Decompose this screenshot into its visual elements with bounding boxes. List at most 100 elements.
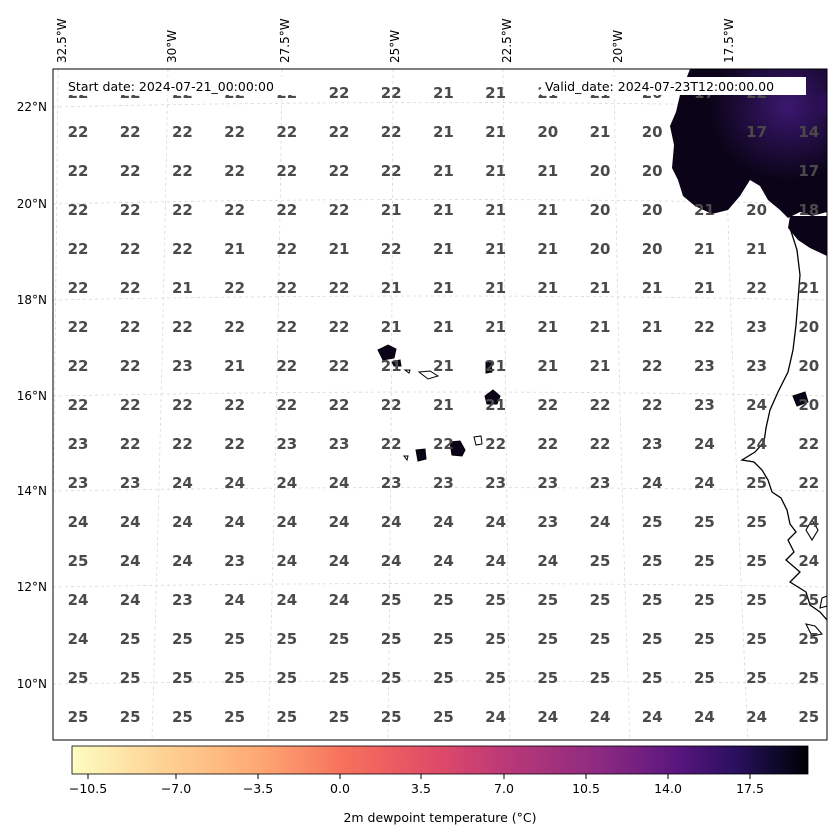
dewpoint-value: 20 xyxy=(642,201,663,219)
dewpoint-value: 21 xyxy=(381,279,402,297)
dewpoint-value: 22 xyxy=(120,162,141,180)
dewpoint-value: 24 xyxy=(642,474,663,492)
dewpoint-value: 22 xyxy=(68,396,89,414)
dewpoint-value: 22 xyxy=(329,123,350,141)
dewpoint-value: 25 xyxy=(798,669,819,687)
dewpoint-value: 22 xyxy=(120,279,141,297)
lon-label: 20°W xyxy=(611,30,625,63)
land-detail xyxy=(808,92,827,118)
lat-label: 14°N xyxy=(17,484,47,498)
dewpoint-value: 25 xyxy=(381,630,402,648)
dewpoint-value: 22 xyxy=(276,123,297,141)
dewpoint-value: 23 xyxy=(120,474,141,492)
dewpoint-value: 23 xyxy=(694,396,715,414)
dewpoint-value: 22 xyxy=(172,435,193,453)
dewpoint-value: 24 xyxy=(590,513,611,531)
dewpoint-value: 22 xyxy=(68,318,89,336)
dewpoint-value: 22 xyxy=(329,357,350,375)
dewpoint-value: 23 xyxy=(329,435,350,453)
dewpoint-value: 25 xyxy=(433,591,454,609)
dewpoint-value: 22 xyxy=(224,279,245,297)
lon-label: 27.5°W xyxy=(278,18,292,63)
dewpoint-value: 22 xyxy=(642,357,663,375)
dewpoint-value: 25 xyxy=(224,669,245,687)
dewpoint-value: 24 xyxy=(68,513,89,531)
lat-label: 18°N xyxy=(17,293,47,307)
dewpoint-value: 22 xyxy=(276,357,297,375)
dewpoint-value: 21 xyxy=(433,123,454,141)
dewpoint-value: 21 xyxy=(485,396,506,414)
dewpoint-value: 22 xyxy=(120,357,141,375)
dewpoint-value: 24 xyxy=(329,513,350,531)
dewpoint-value: 24 xyxy=(276,474,297,492)
dewpoint-value: 25 xyxy=(694,669,715,687)
dewpoint-value: 22 xyxy=(120,240,141,258)
dewpoint-value: 21 xyxy=(590,279,611,297)
dewpoint-value: 25 xyxy=(537,630,558,648)
start-date-label: Start date: 2024-07-21_00:00:00 xyxy=(68,79,274,94)
dewpoint-value: 21 xyxy=(485,279,506,297)
colorbar-ticks xyxy=(87,774,751,779)
dewpoint-value: 21 xyxy=(433,162,454,180)
dewpoint-value: 22 xyxy=(485,435,506,453)
dewpoint-value: 22 xyxy=(329,279,350,297)
dewpoint-value: 22 xyxy=(276,240,297,258)
dewpoint-value: 25 xyxy=(642,591,663,609)
dewpoint-value: 24 xyxy=(746,396,767,414)
dewpoint-value: 22 xyxy=(172,318,193,336)
dewpoint-value: 22 xyxy=(68,240,89,258)
dewpoint-value: 25 xyxy=(485,630,506,648)
dewpoint-value: 23 xyxy=(746,318,767,336)
dewpoint-value: 21 xyxy=(381,357,402,375)
dewpoint-value: 23 xyxy=(694,357,715,375)
dewpoint-value: 21 xyxy=(433,396,454,414)
dewpoint-value: 25 xyxy=(642,513,663,531)
dewpoint-value: 25 xyxy=(433,669,454,687)
lon-label: 25°W xyxy=(388,30,402,63)
dewpoint-value: 25 xyxy=(642,669,663,687)
latitude-labels: 22°N 20°N 18°N 16°N 14°N 12°N 10°N xyxy=(17,100,47,691)
coastline xyxy=(740,227,827,621)
dewpoint-value: 22 xyxy=(798,474,819,492)
colorbar-tick-label: −7.0 xyxy=(161,781,191,796)
colorbar-tick-label: 17.5 xyxy=(736,781,764,796)
dewpoint-value: 24 xyxy=(329,591,350,609)
dewpoint-value: 22 xyxy=(433,435,454,453)
dewpoint-value: 24 xyxy=(224,591,245,609)
dewpoint-value: 25 xyxy=(694,552,715,570)
dewpoint-value: 24 xyxy=(485,708,506,726)
dewpoint-value: 25 xyxy=(485,591,506,609)
lon-label: 32.5°W xyxy=(55,18,69,63)
dewpoint-value: 22 xyxy=(68,162,89,180)
dewpoint-value: 22 xyxy=(276,162,297,180)
dewpoint-value: 21 xyxy=(381,201,402,219)
dewpoint-value: 24 xyxy=(746,435,767,453)
dewpoint-value: 24 xyxy=(276,513,297,531)
colorbar-tick-label: −3.5 xyxy=(243,781,273,796)
dewpoint-value: 25 xyxy=(642,552,663,570)
dewpoint-value: 25 xyxy=(746,669,767,687)
dewpoint-value: 18 xyxy=(798,201,819,219)
dewpoint-value: 25 xyxy=(798,591,819,609)
dewpoint-value: 25 xyxy=(172,630,193,648)
dewpoint-value: 22 xyxy=(642,396,663,414)
dewpoint-value: 25 xyxy=(68,669,89,687)
dewpoint-value: 22 xyxy=(120,435,141,453)
dewpoint-value: 22 xyxy=(120,123,141,141)
dewpoint-value: 24 xyxy=(120,552,141,570)
dewpoint-value: 22 xyxy=(224,123,245,141)
lat-label: 12°N xyxy=(17,580,47,594)
dewpoint-value: 24 xyxy=(329,552,350,570)
dewpoint-value: 25 xyxy=(590,591,611,609)
dewpoint-value: 22 xyxy=(68,123,89,141)
dewpoint-value: 24 xyxy=(433,552,454,570)
dewpoint-value: 25 xyxy=(329,630,350,648)
coastal-island xyxy=(819,595,827,609)
dewpoint-value: 23 xyxy=(224,552,245,570)
dewpoint-value: 22 xyxy=(224,318,245,336)
dewpoint-value: 22 xyxy=(537,396,558,414)
dewpoint-value: 24 xyxy=(381,513,402,531)
dewpoint-value: 21 xyxy=(485,84,506,102)
dewpoint-value: 22 xyxy=(68,201,89,219)
